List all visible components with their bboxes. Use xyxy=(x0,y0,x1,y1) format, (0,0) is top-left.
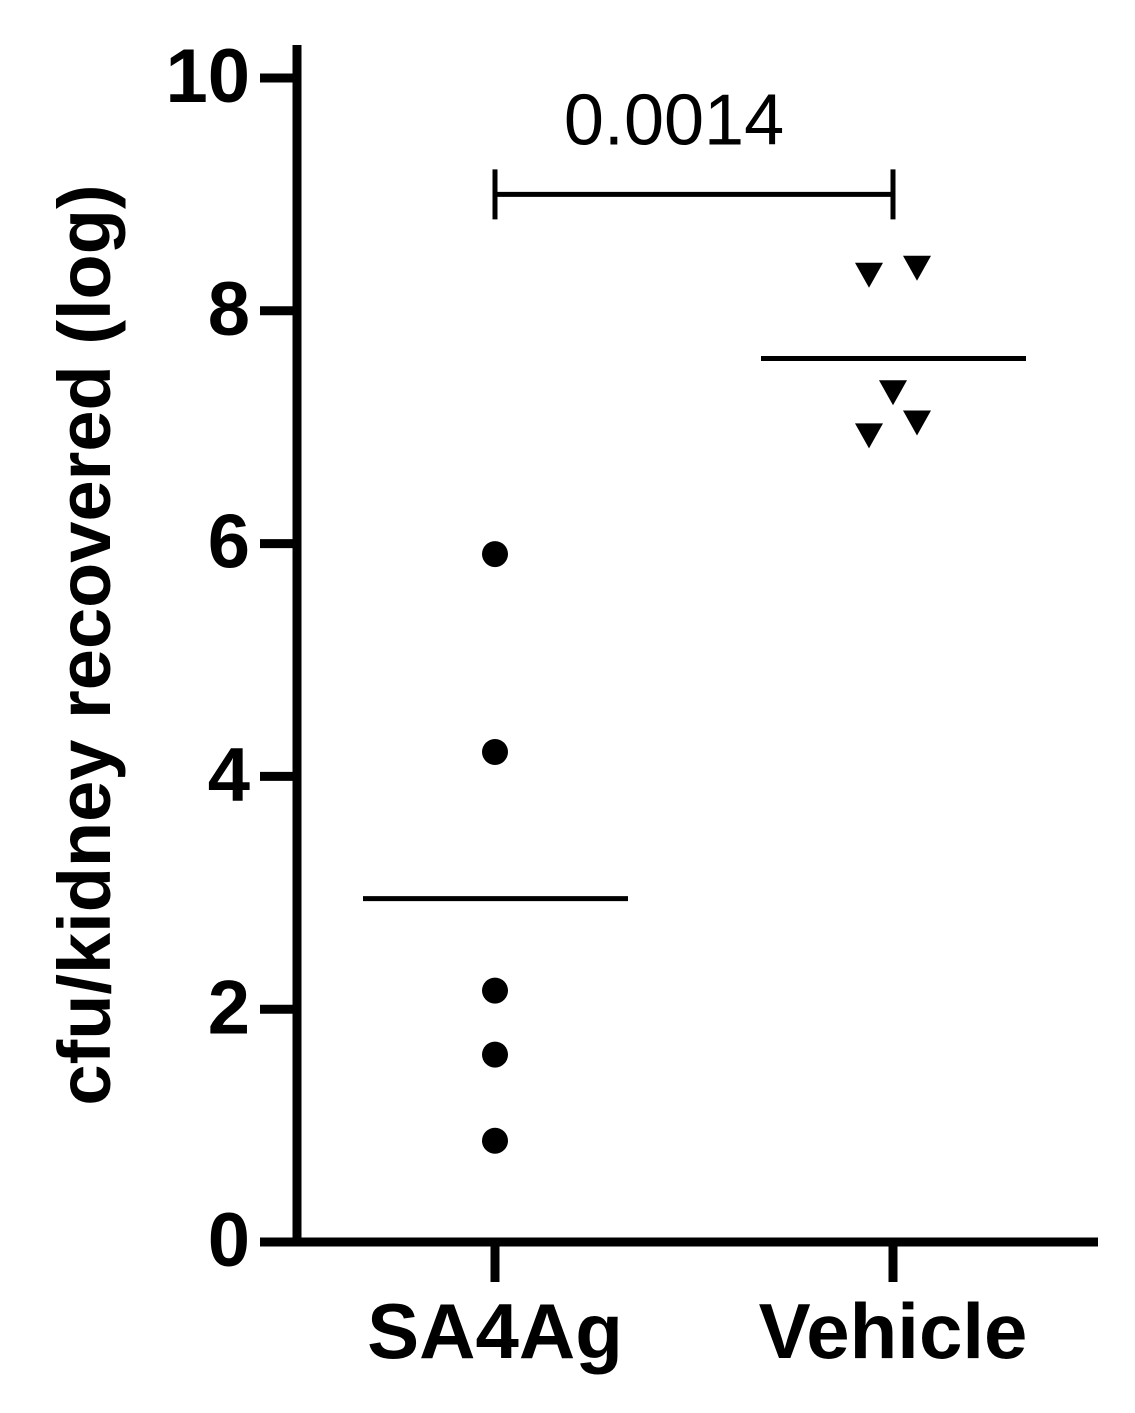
y-axis-label: cfu/kidney recovered (log) xyxy=(43,184,126,1105)
data-point xyxy=(855,262,883,288)
significance-label: 0.0014 xyxy=(564,80,784,160)
data-point xyxy=(855,423,883,449)
y-tick-label: 2 xyxy=(208,965,250,1050)
y-tick-label: 8 xyxy=(208,267,250,352)
y-tick-label: 4 xyxy=(208,732,250,817)
significance-bracket xyxy=(492,169,896,220)
data-point xyxy=(903,255,931,281)
y-tick-label: 6 xyxy=(208,500,250,585)
data-point xyxy=(879,380,907,406)
x-tick-label: SA4Ag xyxy=(367,1287,623,1375)
y-tick-label: 0 xyxy=(208,1198,250,1283)
x-tick-label: Vehicle xyxy=(759,1287,1028,1375)
y-tick-label: 10 xyxy=(165,34,250,119)
data-point xyxy=(482,1127,508,1154)
data-point xyxy=(482,541,508,568)
data-point xyxy=(482,977,508,1004)
data-point xyxy=(482,1041,508,1068)
data-point xyxy=(903,410,931,436)
data-point xyxy=(482,738,508,765)
